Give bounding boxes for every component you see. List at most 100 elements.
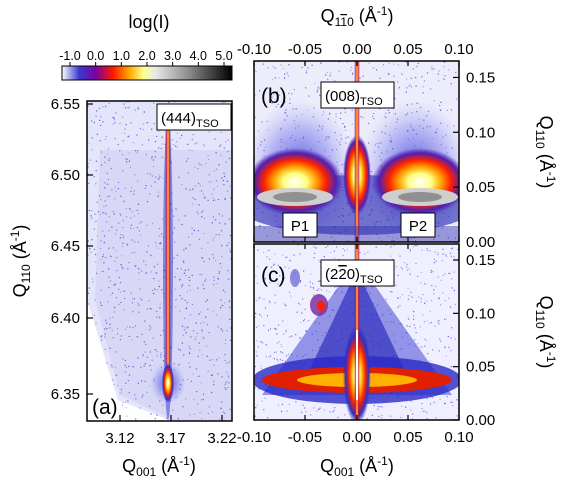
noise-dot — [281, 410, 283, 413]
noise-dot — [152, 289, 154, 292]
noise-dot — [224, 384, 226, 386]
noise-dot — [208, 258, 210, 260]
noise-dot — [186, 291, 188, 293]
noise-dot — [94, 213, 96, 215]
noise-dot — [421, 402, 423, 405]
noise-dot — [219, 263, 221, 265]
noise-dot — [373, 113, 375, 115]
noise-dot — [445, 255, 448, 257]
noise-dot — [221, 245, 223, 247]
noise-dot — [102, 106, 104, 108]
noise-dot — [456, 98, 458, 100]
noise-dot — [269, 300, 271, 303]
noise-dot — [115, 190, 117, 192]
noise-dot — [157, 195, 160, 197]
noise-dot — [148, 329, 151, 331]
panel-b-box-label: (008)TSO — [320, 81, 395, 109]
noise-dot — [220, 131, 222, 134]
panel-a-box-label: (444)TSO — [156, 103, 232, 131]
noise-dot — [226, 190, 229, 192]
noise-dot — [334, 407, 336, 409]
noise-dot — [286, 256, 288, 258]
noise-dot — [115, 351, 117, 353]
noise-dot — [319, 261, 321, 263]
noise-dot — [444, 273, 446, 275]
noise-dot — [112, 329, 114, 331]
noise-dot — [295, 401, 297, 403]
noise-dot — [230, 258, 232, 260]
noise-dot — [108, 287, 110, 289]
noise-dot — [218, 164, 220, 166]
noise-dot — [155, 272, 157, 274]
noise-dot — [102, 230, 104, 232]
noise-dot — [179, 278, 181, 280]
noise-dot — [104, 161, 106, 163]
noise-dot — [410, 409, 412, 411]
noise-dot — [230, 327, 232, 329]
noise-dot — [130, 292, 132, 294]
noise-dot — [198, 182, 200, 185]
noise-dot — [225, 382, 227, 384]
noise-dot — [115, 112, 117, 114]
noise-dot — [225, 161, 227, 163]
noise-dot — [132, 326, 134, 329]
noise-dot — [393, 75, 395, 77]
noise-dot — [389, 291, 392, 293]
noise-dot — [208, 131, 211, 133]
noise-dot — [156, 135, 158, 137]
noise-dot — [202, 284, 204, 286]
noise-dot — [227, 374, 229, 376]
noise-dot — [151, 128, 153, 130]
noise-dot — [456, 415, 458, 417]
noise-dot — [148, 139, 150, 141]
noise-dot — [150, 369, 152, 371]
noise-dot — [422, 411, 424, 413]
noise-dot — [87, 105, 89, 107]
noise-dot — [373, 118, 375, 120]
noise-dot — [432, 271, 434, 273]
noise-dot — [371, 414, 373, 416]
noise-dot — [433, 293, 435, 295]
noise-dot — [426, 417, 428, 420]
noise-dot — [286, 410, 288, 412]
panel-a-streak — [165, 125, 171, 400]
noise-dot — [128, 262, 130, 264]
noise-dot — [313, 294, 315, 296]
noise-dot — [360, 116, 362, 118]
noise-dot — [225, 141, 227, 143]
noise-dot — [175, 145, 177, 147]
noise-dot — [344, 414, 346, 416]
noise-dot — [425, 411, 427, 413]
noise-dot — [408, 295, 410, 297]
panel-a-y-tick-label: 6.45 — [51, 238, 80, 255]
noise-dot — [122, 402, 124, 404]
noise-dot — [155, 141, 157, 143]
noise-dot — [153, 278, 155, 280]
noise-dot — [96, 201, 98, 203]
noise-dot — [443, 78, 445, 80]
noise-dot — [272, 65, 274, 68]
noise-dot — [100, 302, 102, 304]
noise-dot — [145, 264, 147, 266]
noise-dot — [202, 398, 204, 400]
noise-dot — [262, 63, 265, 65]
noise-dot — [257, 249, 259, 251]
noise-dot — [333, 257, 336, 259]
noise-dot — [123, 290, 125, 292]
noise-dot — [413, 318, 415, 320]
panel-a-y-axis-title: Q110 (Å-1) — [8, 225, 33, 298]
noise-dot — [178, 348, 180, 350]
noise-dot — [181, 134, 183, 137]
noise-dot — [228, 218, 231, 220]
noise-dot — [137, 357, 139, 359]
noise-dot — [429, 322, 431, 324]
noise-dot — [201, 164, 203, 166]
panel-c-y-tick-label: 0.10 — [466, 305, 495, 322]
noise-dot — [406, 325, 408, 327]
noise-dot — [406, 87, 408, 89]
noise-dot — [176, 141, 178, 143]
noise-dot — [134, 394, 136, 396]
noise-dot — [432, 396, 434, 398]
noise-dot — [100, 240, 102, 242]
noise-dot — [88, 163, 90, 165]
